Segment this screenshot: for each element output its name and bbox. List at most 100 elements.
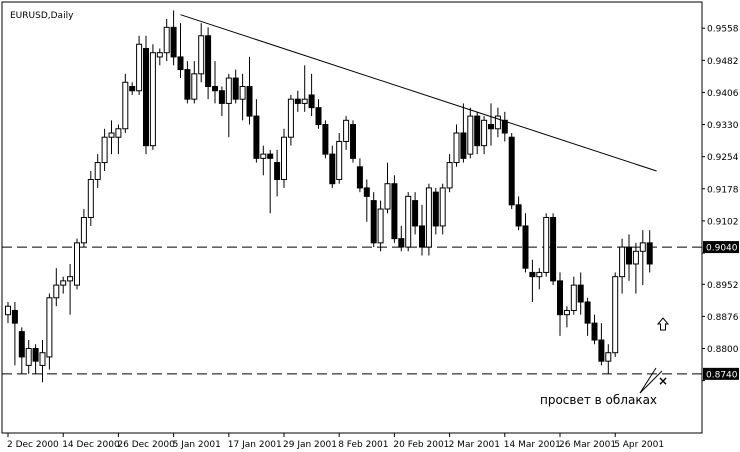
price-label: 0.9040 <box>706 244 738 254</box>
x-tick-label: 26 Dec 2000 <box>117 440 175 450</box>
candle <box>605 344 612 374</box>
candle <box>184 61 191 104</box>
candle-body-up <box>74 242 80 286</box>
candle <box>412 192 419 235</box>
chart-title: EURUSD,Daily <box>10 11 74 21</box>
candle-body-up <box>632 250 639 265</box>
candle <box>108 120 115 155</box>
candle-body-up <box>453 132 460 164</box>
y-tick-label: 0.8952 <box>707 281 739 291</box>
candle-body-down <box>212 86 218 92</box>
candle <box>163 18 170 62</box>
candle <box>508 132 515 210</box>
candle <box>329 145 336 188</box>
price-label-box <box>703 241 739 254</box>
candle-body-up <box>425 187 432 248</box>
candle <box>67 263 74 315</box>
candle <box>543 213 550 277</box>
candle <box>136 35 143 95</box>
candle-body-up <box>149 52 156 147</box>
candle-body-down <box>218 90 225 104</box>
candle-body-down <box>550 217 557 282</box>
candle <box>11 302 18 366</box>
candle <box>432 187 439 235</box>
x-tick-label: 20 Feb 2001 <box>393 440 449 450</box>
candle-body-down <box>474 115 481 147</box>
candle <box>481 116 488 155</box>
plot-frame <box>1 1 703 434</box>
candle <box>425 183 432 256</box>
candle <box>453 124 460 167</box>
x-tick-label: 17 Jan 2001 <box>228 440 282 450</box>
candle-body-up <box>39 352 46 366</box>
x-tick-label: 29 Jan 2001 <box>283 440 337 450</box>
candle <box>632 242 639 294</box>
candle-body-up <box>405 195 412 248</box>
candle-body-up <box>281 136 287 180</box>
candle <box>18 327 25 374</box>
candle-body-up <box>163 26 170 54</box>
candle-body-up <box>619 246 626 278</box>
candle <box>377 200 384 252</box>
candle <box>5 302 11 324</box>
candle <box>515 196 522 231</box>
x-tick-label: 2 Dec 2000 <box>7 440 59 450</box>
candle-body-down <box>488 124 494 130</box>
candle <box>308 73 315 117</box>
candle-body-down <box>177 56 184 71</box>
candle-body-down <box>315 107 322 126</box>
x-tick-label: 5 Jan 2001 <box>173 440 221 450</box>
candle-body-up <box>87 178 94 218</box>
candle <box>225 73 232 138</box>
candle-body-down <box>205 35 212 88</box>
candle <box>619 238 626 294</box>
x-tick-label: 5 Apr 2001 <box>614 440 664 450</box>
annotation-pointer-right <box>639 370 663 394</box>
candle <box>94 154 101 188</box>
candle <box>198 23 205 83</box>
candle-body-down <box>356 166 363 189</box>
candle-body-up <box>481 119 488 147</box>
candle <box>612 272 619 357</box>
x-tick-label: 26 Mar 2001 <box>559 440 616 450</box>
candle <box>501 111 508 142</box>
candle <box>391 175 398 243</box>
candle <box>488 103 494 146</box>
candle <box>336 132 343 184</box>
candle <box>53 268 60 307</box>
candle <box>191 61 198 104</box>
candle-body-up <box>5 305 11 316</box>
candle <box>446 154 453 193</box>
candle <box>294 90 301 112</box>
candle <box>557 272 563 336</box>
candle <box>87 171 94 226</box>
candle-body-down <box>18 331 25 358</box>
candle-body-up <box>384 183 391 210</box>
candle <box>494 107 501 138</box>
candle <box>577 272 584 315</box>
candle <box>626 234 632 281</box>
candle-body-up <box>46 297 53 358</box>
candle-body-down <box>577 284 584 303</box>
candle <box>287 94 294 146</box>
candle-body-down <box>143 47 149 147</box>
candle <box>398 225 405 252</box>
candle-body-down <box>529 271 536 278</box>
candle <box>598 323 605 366</box>
x-tick-label: 14 Mar 2001 <box>504 440 561 450</box>
trendline <box>180 14 657 172</box>
candle <box>384 162 391 214</box>
candle <box>646 230 653 273</box>
candle-body-up <box>122 81 129 130</box>
price-label-box <box>703 367 739 380</box>
candle <box>205 27 212 100</box>
candle <box>39 340 46 383</box>
candle-body-up <box>439 187 446 227</box>
candle <box>467 107 474 159</box>
candle <box>550 213 557 286</box>
candle <box>267 149 274 214</box>
candle <box>343 116 350 150</box>
candle-body-up <box>543 217 550 273</box>
candle <box>239 73 246 121</box>
